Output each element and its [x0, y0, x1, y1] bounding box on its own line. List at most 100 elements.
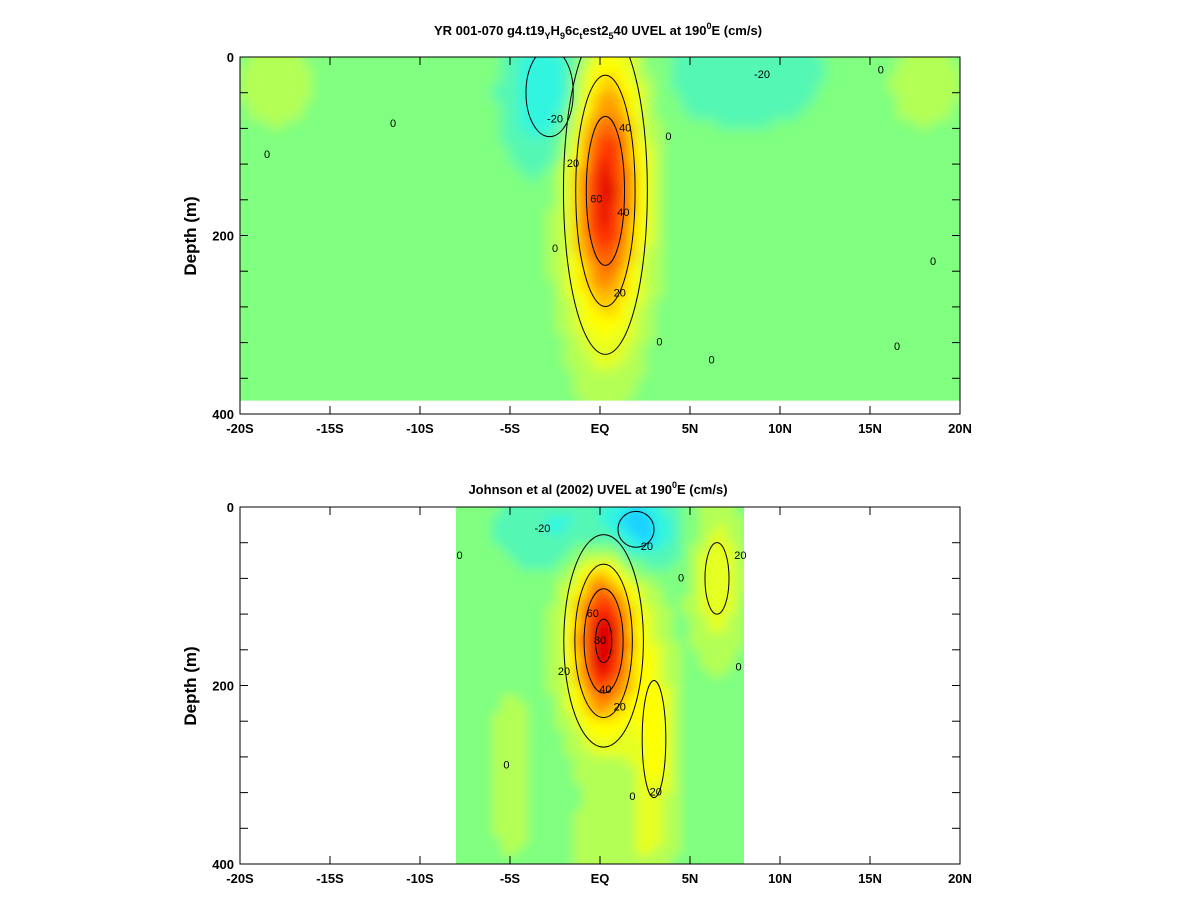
field-cell: [303, 217, 313, 228]
field-cell: [609, 306, 619, 317]
field-cell: [897, 315, 907, 326]
field-cell: [474, 387, 484, 397]
field-cell: [528, 297, 538, 308]
field-cell: [456, 507, 466, 517]
field-cell: [906, 405, 916, 415]
field-cell: [726, 271, 736, 281]
field-cell: [510, 342, 520, 353]
field-cell: [618, 190, 628, 201]
field-cell: [645, 315, 655, 326]
field-cell: [492, 640, 502, 651]
field-cell: [591, 57, 601, 67]
field-cell: [609, 324, 619, 335]
field-cell: [276, 173, 286, 183]
field-cell: [699, 712, 709, 722]
field-cell: [591, 262, 601, 272]
field-cell: [537, 846, 547, 856]
field-cell: [240, 289, 250, 299]
field-cell: [672, 774, 682, 785]
field-cell: [312, 164, 322, 174]
field-cell: [483, 405, 493, 415]
field-cell: [537, 146, 547, 156]
field-cell: [321, 342, 331, 353]
field-cell: [609, 271, 619, 281]
field-cell: [627, 155, 637, 165]
field-cell: [555, 765, 565, 776]
field-cell: [546, 747, 556, 758]
field-cell: [654, 39, 664, 49]
field-cell: [627, 39, 637, 49]
field-cell: [555, 560, 565, 571]
field-cell: [690, 333, 700, 344]
field-cell: [591, 739, 601, 749]
field-cell: [474, 208, 484, 219]
field-cell: [636, 146, 646, 156]
field-cell: [969, 360, 979, 370]
field-cell: [537, 569, 547, 579]
field-cell: [555, 873, 565, 883]
field-cell: [807, 57, 817, 58]
field-cell: [384, 342, 394, 353]
field-cell: [834, 271, 844, 281]
field-cell: [348, 226, 358, 237]
field-cell: [627, 694, 637, 704]
field-cell: [672, 164, 682, 174]
field-cell: [429, 155, 439, 165]
field-cell: [573, 101, 583, 112]
field-cell: [312, 57, 322, 58]
field-cell: [969, 119, 979, 129]
field-cell: [780, 39, 790, 49]
field-cell: [321, 57, 331, 58]
field-cell: [321, 65, 331, 76]
field-cell: [681, 324, 691, 335]
field-cell: [456, 578, 457, 588]
field-cell: [699, 507, 709, 517]
field-cell: [618, 721, 628, 731]
field-cell: [627, 730, 637, 740]
field-cell: [276, 253, 286, 263]
field-cell: [888, 110, 898, 121]
field-cell: [240, 244, 241, 254]
field-cell: [699, 253, 709, 263]
field-cell: [240, 199, 241, 210]
field-cell: [483, 819, 493, 829]
field-cell: [456, 730, 466, 740]
field-cell: [375, 289, 385, 299]
field-cell: [816, 360, 826, 370]
field-cell: [465, 801, 475, 812]
field-cell: [501, 83, 511, 94]
field-cell: [420, 396, 430, 401]
field-cell: [573, 801, 583, 812]
field-cell: [573, 739, 583, 749]
field-cell: [861, 333, 871, 344]
field-cell: [375, 101, 385, 112]
field-cell: [438, 39, 448, 49]
field-cell: [654, 649, 664, 660]
field-cell: [960, 182, 970, 192]
field-cell: [726, 146, 736, 156]
field-cell: [285, 39, 295, 49]
field-cell: [384, 146, 394, 156]
field-cell: [600, 333, 610, 344]
field-cell: [672, 405, 682, 415]
field-cell: [933, 181, 943, 192]
field-cell: [969, 298, 979, 308]
field-cell: [861, 146, 871, 156]
field-cell: [690, 57, 700, 67]
field-cell: [492, 578, 502, 588]
field-cell: [672, 226, 682, 237]
field-cell: [465, 569, 475, 579]
field-cell: [258, 226, 268, 237]
field-cell: [222, 396, 232, 406]
field-cell: [483, 244, 493, 254]
field-cell: [609, 57, 619, 67]
field-cell: [285, 306, 295, 317]
field-cell: [690, 137, 700, 147]
field-cell: [681, 190, 691, 201]
field-cell: [582, 244, 592, 254]
field-cell: [600, 369, 610, 379]
field-cell: [879, 378, 889, 388]
field-cell: [780, 244, 790, 254]
field-cell: [915, 315, 925, 326]
field-cell: [708, 396, 718, 401]
